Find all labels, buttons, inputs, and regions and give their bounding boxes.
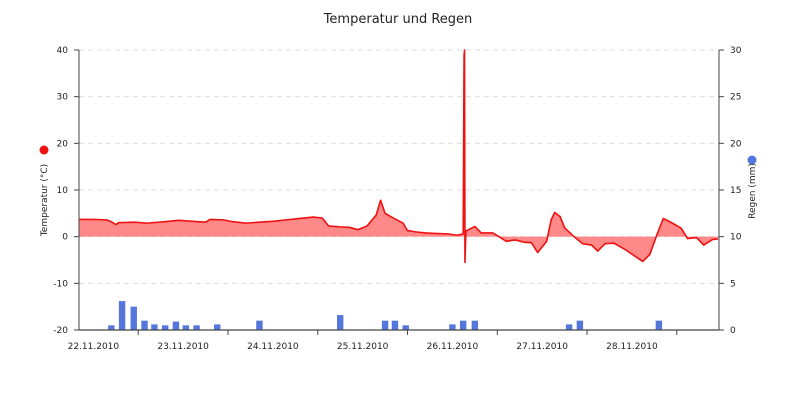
temperature-legend-marker [39,145,49,155]
y-axis-left-ticks: -20 -10 0 10 20 30 40 [53,46,79,336]
y-left-tick-label: 30 [57,93,69,103]
chart-title: Temperatur und Regen [323,12,473,27]
rain-bar [565,324,573,330]
y-left-tick-label: 10 [57,186,69,196]
rain-bar [576,320,584,330]
rain-bar [381,320,389,330]
x-tick-label: 28.11.2010 [606,342,658,352]
rain-bar [391,320,399,330]
y-left-tick-label: -10 [53,279,68,289]
x-tick-label: 26.11.2010 [427,342,479,352]
rain-bar [130,306,137,330]
rain-bar [172,321,180,330]
y-axis-right-label: Regen (mm) [748,163,758,219]
rain-bar [151,324,158,330]
rain-series [108,301,663,330]
y-right-tick-label: 30 [730,46,742,56]
y-left-tick-label: -20 [53,326,68,336]
y-right-tick-label: 0 [730,326,736,336]
temperature-area [79,50,719,263]
x-tick-label: 25.11.2010 [337,342,389,352]
y-right-tick-label: 20 [730,139,742,149]
rain-bar [256,320,263,330]
rain-bar [161,325,169,330]
rain-bar [655,320,663,330]
x-tick-label: 22.11.2010 [68,342,120,352]
rain-bar [141,320,148,330]
temperature-line [79,49,719,264]
x-tick-label: 23.11.2010 [157,342,209,352]
rain-bar [337,315,344,330]
rain-bar [182,325,190,330]
temperature-series [79,49,719,264]
rain-bar [108,325,115,330]
x-axis-ticks: 22.11.2010 23.11.2010 24.11.2010 25.11.2010… [68,330,678,352]
y-right-tick-label: 25 [730,93,741,103]
rain-legend-marker [747,155,757,165]
y-left-tick-label: 20 [57,139,69,149]
rain-bar [449,324,456,330]
rain-bar [193,325,200,330]
y-left-tick-label: 0 [62,233,68,243]
x-tick-label: 24.11.2010 [247,342,299,352]
y-axis-right-ticks: 0 5 10 15 20 25 30 [719,46,742,336]
y-right-tick-label: 15 [730,186,741,196]
rain-bar [214,324,221,330]
x-tick-label: 27.11.2010 [516,342,568,352]
y-axis-left-label: Temperatur (°C) [40,164,50,237]
rain-bar [471,320,479,330]
y-right-tick-label: 5 [730,279,736,289]
rain-bar [459,320,467,330]
y-right-tick-label: 10 [730,233,742,243]
rain-bar [402,325,409,330]
y-left-tick-label: 40 [57,46,69,56]
rain-bar [118,301,126,330]
